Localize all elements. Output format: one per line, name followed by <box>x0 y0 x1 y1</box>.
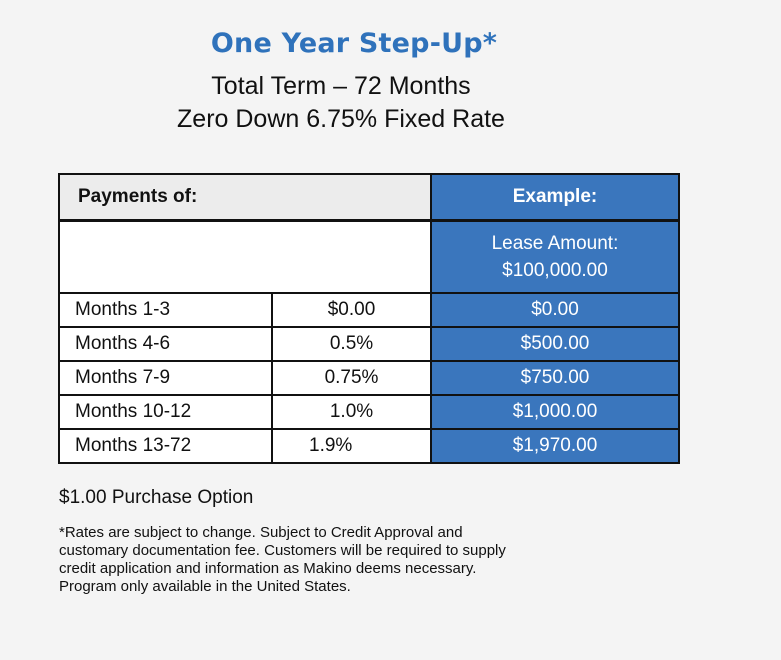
lease-amount-row: Lease Amount: $100,000.00 <box>58 219 680 294</box>
rate-cell: 0.75% <box>271 360 432 396</box>
table-row: Months 13-72 1.9% $1,970.00 <box>58 428 680 464</box>
months-cell: Months 7-9 <box>58 360 273 396</box>
example-cell: $750.00 <box>430 360 680 396</box>
example-cell: $1,000.00 <box>430 394 680 430</box>
table-row: Months 10-12 1.0% $1,000.00 <box>58 394 680 430</box>
disclaimer-line: *Rates are subject to change. Subject to… <box>59 524 463 541</box>
page-title: One Year Step-Up* <box>210 28 498 59</box>
rate-cell: $0.00 <box>271 292 432 328</box>
months-cell: Months 4-6 <box>58 326 273 362</box>
months-cell: Months 13-72 <box>58 428 273 464</box>
rate-cell: 1.0% <box>271 394 432 430</box>
disclaimer-line: customary documentation fee. Customers w… <box>59 542 506 559</box>
rate-subtitle: Zero Down 6.75% Fixed Rate <box>177 105 505 133</box>
months-cell: Months 1-3 <box>58 292 273 328</box>
example-cell: $500.00 <box>430 326 680 362</box>
disclaimer-line: Program only available in the United Sta… <box>59 578 351 595</box>
lease-amount-label: Lease Amount: <box>491 233 619 254</box>
lease-amount-value: $100,000.00 <box>502 260 608 281</box>
example-header: Example: <box>430 173 680 222</box>
table-row: Months 1-3 $0.00 $0.00 <box>58 292 680 328</box>
example-cell: $0.00 <box>430 292 680 328</box>
months-cell: Months 10-12 <box>58 394 273 430</box>
payment-schedule-table: Payments of: Example: Lease Amount: $100… <box>58 173 680 464</box>
blank-cell <box>58 219 432 294</box>
purchase-option: $1.00 Purchase Option <box>59 487 254 508</box>
table-header-row: Payments of: Example: <box>58 173 680 222</box>
example-cell: $1,970.00 <box>430 428 680 464</box>
disclaimer: *Rates are subject to change. Subject to… <box>59 524 599 596</box>
rate-cell: 0.5% <box>271 326 432 362</box>
lease-amount-cell: Lease Amount: $100,000.00 <box>430 219 680 294</box>
table-row: Months 4-6 0.5% $500.00 <box>58 326 680 362</box>
table-row: Months 7-9 0.75% $750.00 <box>58 360 680 396</box>
payments-header: Payments of: <box>58 173 432 222</box>
disclaimer-line: credit application and information as Ma… <box>59 560 477 577</box>
rate-cell: 1.9% <box>271 428 432 464</box>
term-subtitle: Total Term – 72 Months <box>211 72 471 100</box>
